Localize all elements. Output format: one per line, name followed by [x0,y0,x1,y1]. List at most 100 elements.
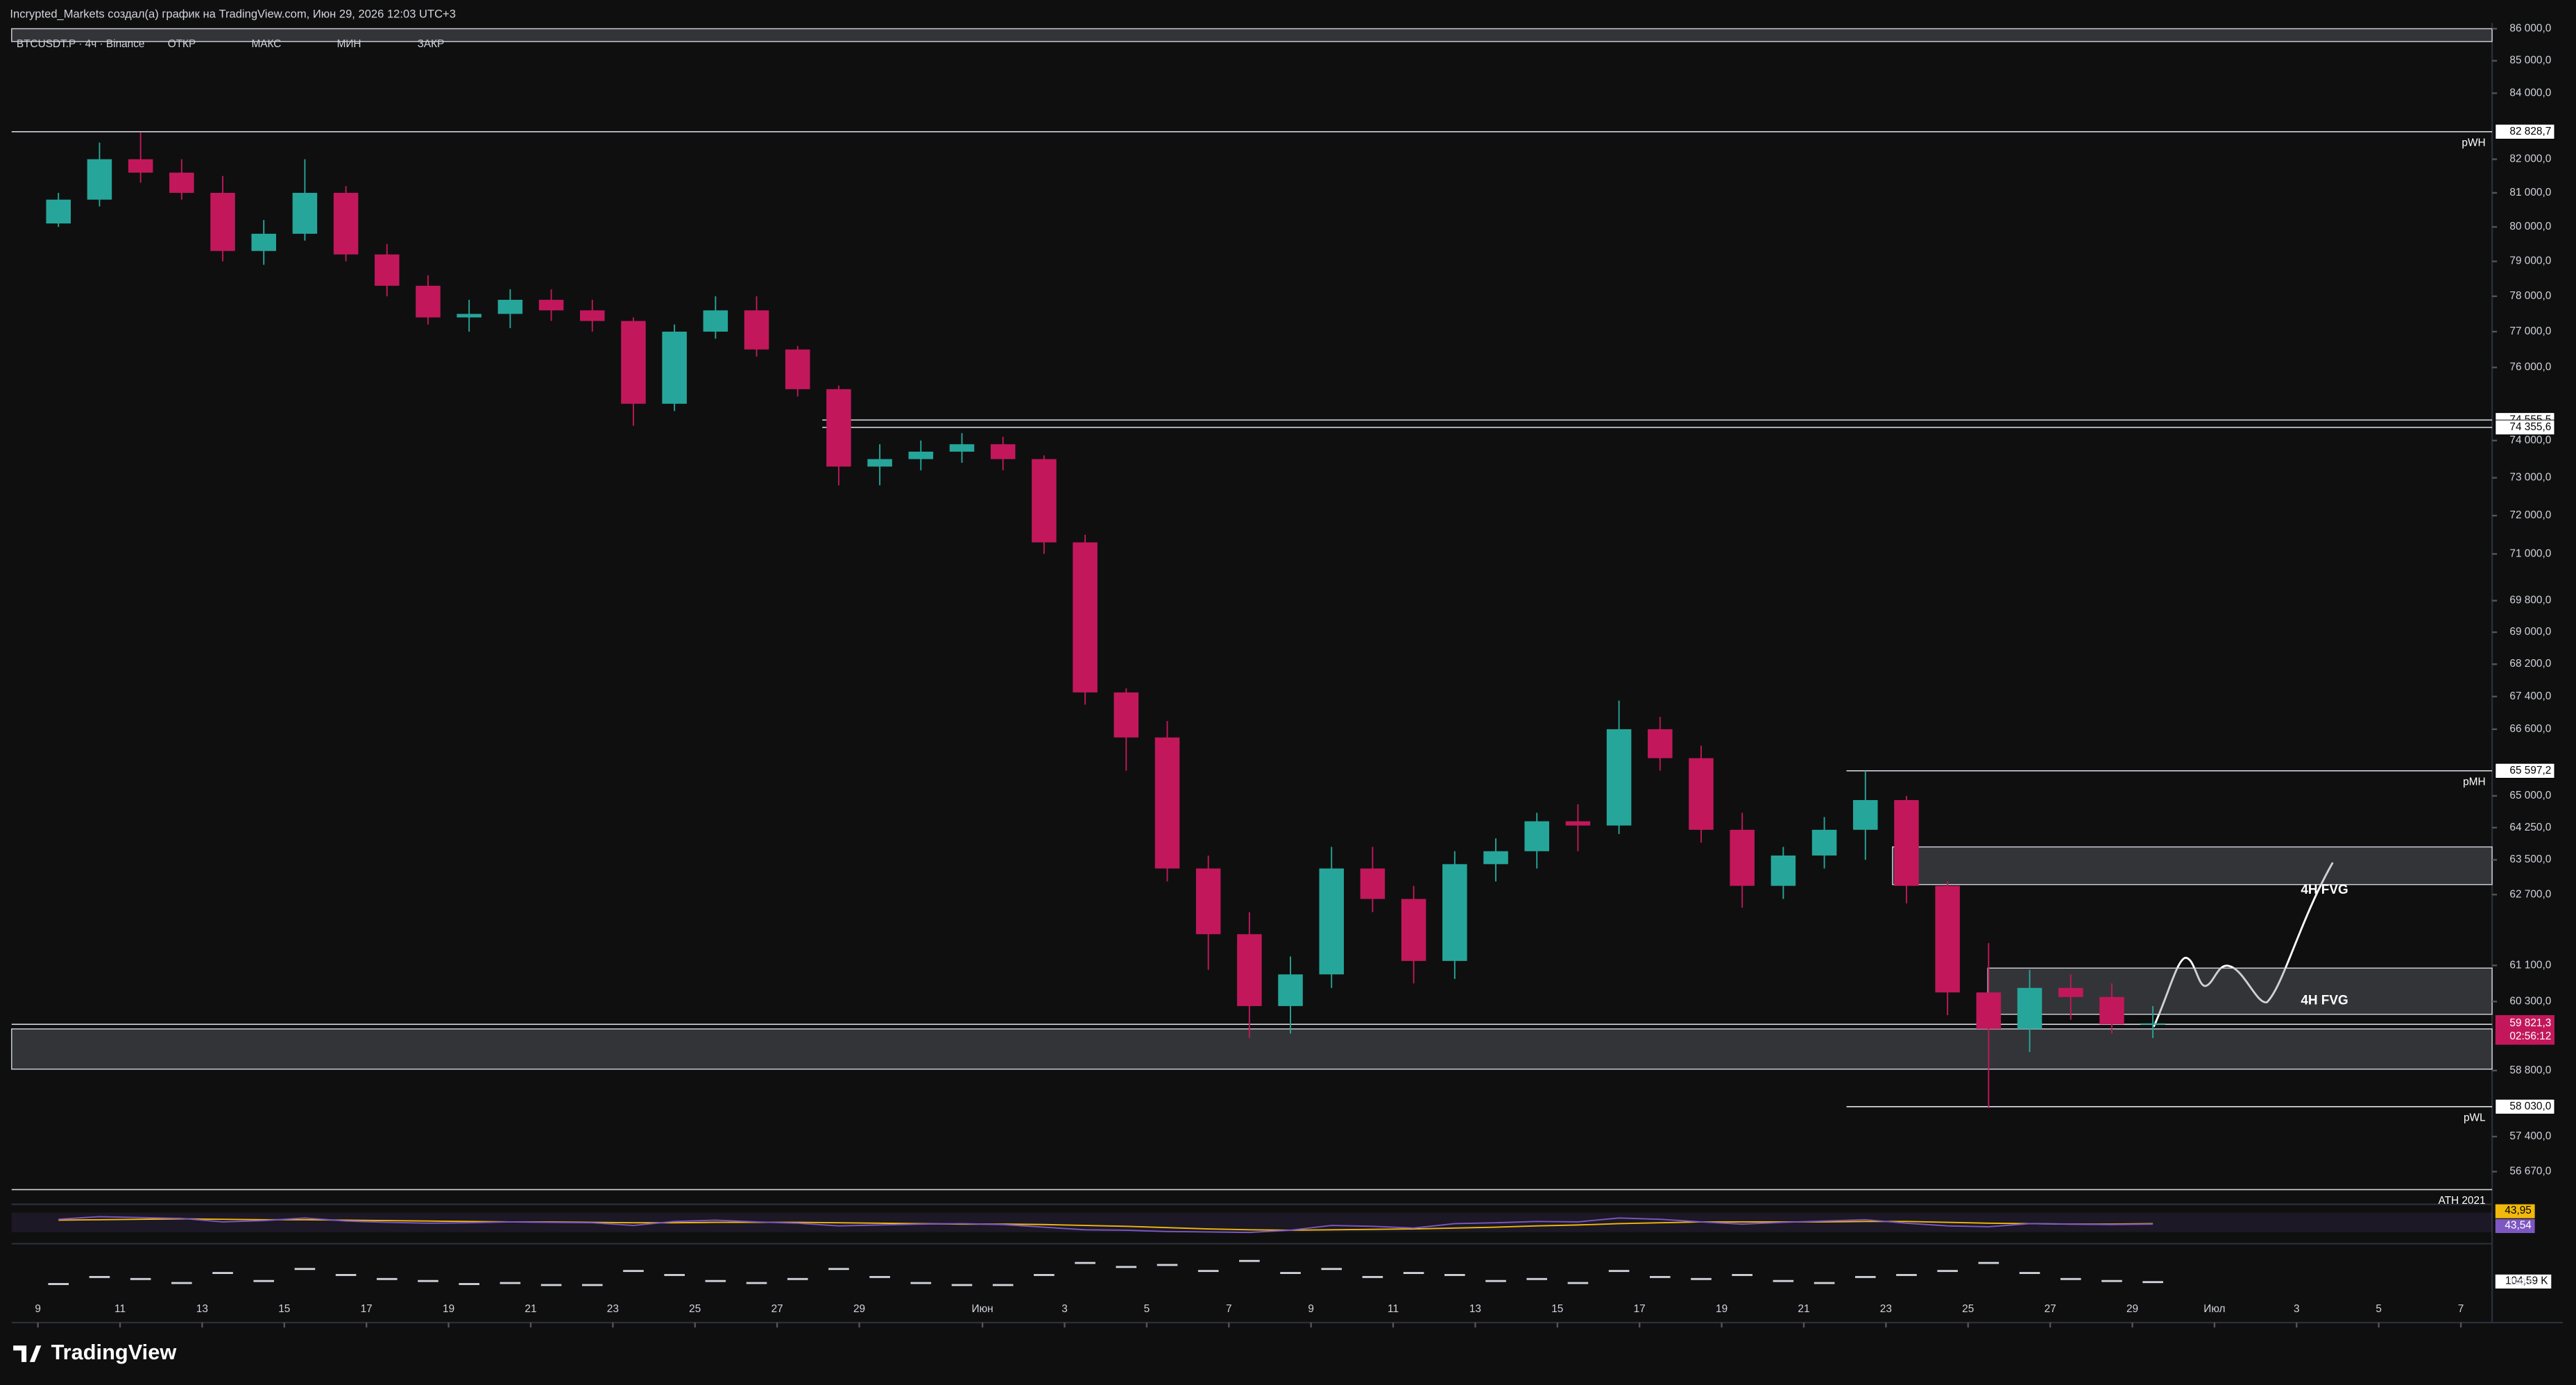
volume-bar [212,1272,233,1274]
volume-bar [1157,1264,1178,1266]
x-tick-label: 21 [1798,1303,1809,1315]
candle-body [826,389,851,467]
zone [11,28,2493,42]
candle-body [1811,829,1837,856]
x-tick-label: 17 [1634,1303,1646,1315]
y-tick-label: 72 000,0 [2509,509,2551,521]
candle-body [87,159,112,200]
volume-bar [1937,1270,1958,1273]
rsi-line [58,1216,2153,1234]
volume-bar [1773,1280,1794,1282]
candle-body [333,192,359,255]
volume-bar [171,1282,192,1284]
drawing-path [2153,862,2334,1028]
rsi-label-box [2495,1204,2535,1218]
candle-body [375,254,400,286]
volume-bar [2060,1277,2081,1280]
last-price-timer: 02:56:12 [2509,1030,2551,1042]
candle-body [662,331,687,404]
volume-bar [89,1275,110,1278]
volume-bar [376,1277,398,1280]
candle-body [1853,800,1878,830]
candle-body [169,172,194,193]
volume-bar [581,1284,603,1286]
candle-body [1524,821,1549,851]
candle-body [1114,692,1139,738]
volume-bar [459,1283,479,1285]
volume-bar [828,1268,849,1271]
x-tick-label: Июн [972,1303,993,1315]
volume-bar [664,1274,685,1276]
header-text: Incrypted_Markets создал(а) график на Tr… [10,8,456,21]
x-tick-label: 3 [1061,1303,1068,1315]
volume-bar [910,1282,932,1284]
y-tick-label: 57 400,0 [2509,1130,2551,1142]
rsi-label: 43,54 [2505,1219,2532,1231]
candle-body [990,444,1016,459]
y-tick-label: 62 700,0 [2509,888,2551,900]
candle-body [1689,758,1714,830]
volume-bar [418,1280,438,1282]
volume-bar [540,1284,562,1286]
y-tick-label: 58 800,0 [2509,1064,2551,1076]
volume-bar [1814,1282,1835,1284]
x-tick-label: 7 [2458,1303,2464,1315]
x-tick-label: 11 [114,1303,126,1315]
volume-bar [2019,1272,2040,1274]
x-tick-label: 15 [1551,1303,1563,1315]
y-tick-label: 73 000,0 [2509,472,2551,484]
x-tick-label: 27 [2045,1303,2056,1315]
candle-body [1237,934,1262,1006]
y-tick-label: 78 000,0 [2509,290,2551,302]
y-tick-label: 80 000,0 [2509,221,2551,232]
x-tick-label: 13 [196,1303,208,1315]
zone-label: 4H FVG [2301,994,2348,1008]
candle-body [497,300,523,314]
x-tick-label: 17 [361,1303,373,1315]
candle-body [416,285,441,318]
y-tick-label: 86 000,0 [2509,22,2551,34]
volume-bar [705,1280,726,1282]
candle-body [538,300,564,311]
x-tick-label: 5 [2375,1303,2382,1315]
volume-label-box [2495,1274,2552,1289]
x-tick-label: 5 [1144,1303,1150,1315]
volume-bar [500,1282,521,1284]
y-tick-label: 66 600,0 [2509,723,2551,735]
y-tick-label: 64 250,0 [2509,822,2551,833]
x-tick-label: 23 [607,1303,619,1315]
volume-bar [787,1277,808,1280]
candle-body [1442,864,1467,961]
candle-body [2017,987,2042,1029]
candle-body [46,199,71,224]
x-tick-label: 21 [524,1303,536,1315]
candle-body [1319,868,1345,975]
x-tick-label: 15 [278,1303,290,1315]
y-tick-label: 69 000,0 [2509,626,2551,638]
candle-body [251,233,276,251]
rsi-label: 43,95 [2505,1205,2531,1216]
volume-bar [1444,1274,1465,1276]
candle-body [1073,542,1098,692]
y-tick-label: 79 000,0 [2509,255,2551,267]
volume-bar [1280,1272,1301,1274]
y-tick-label: 56 670,0 [2509,1166,2551,1178]
y-tick-label: 60 300,0 [2509,995,2551,1007]
candle-body [2099,996,2124,1025]
price-box-label: 65 597,2 [2509,765,2551,776]
candle-body [703,310,728,332]
candle-body [1648,729,1673,758]
candle-body [292,192,318,234]
candle-body [1771,855,1796,886]
volume-bar [1691,1277,1712,1280]
y-tick-label: 76 000,0 [2509,362,2551,373]
volume-bar [1978,1261,1999,1264]
volume-bar [1608,1270,1630,1273]
volume-bar [1116,1266,1137,1268]
volume-bar [2142,1281,2163,1284]
x-tick-label: 9 [1308,1303,1314,1315]
volume-bar [1034,1274,1055,1276]
level-label: ATH 2021 [2438,1195,2485,1207]
volume-bar [1896,1274,1917,1276]
